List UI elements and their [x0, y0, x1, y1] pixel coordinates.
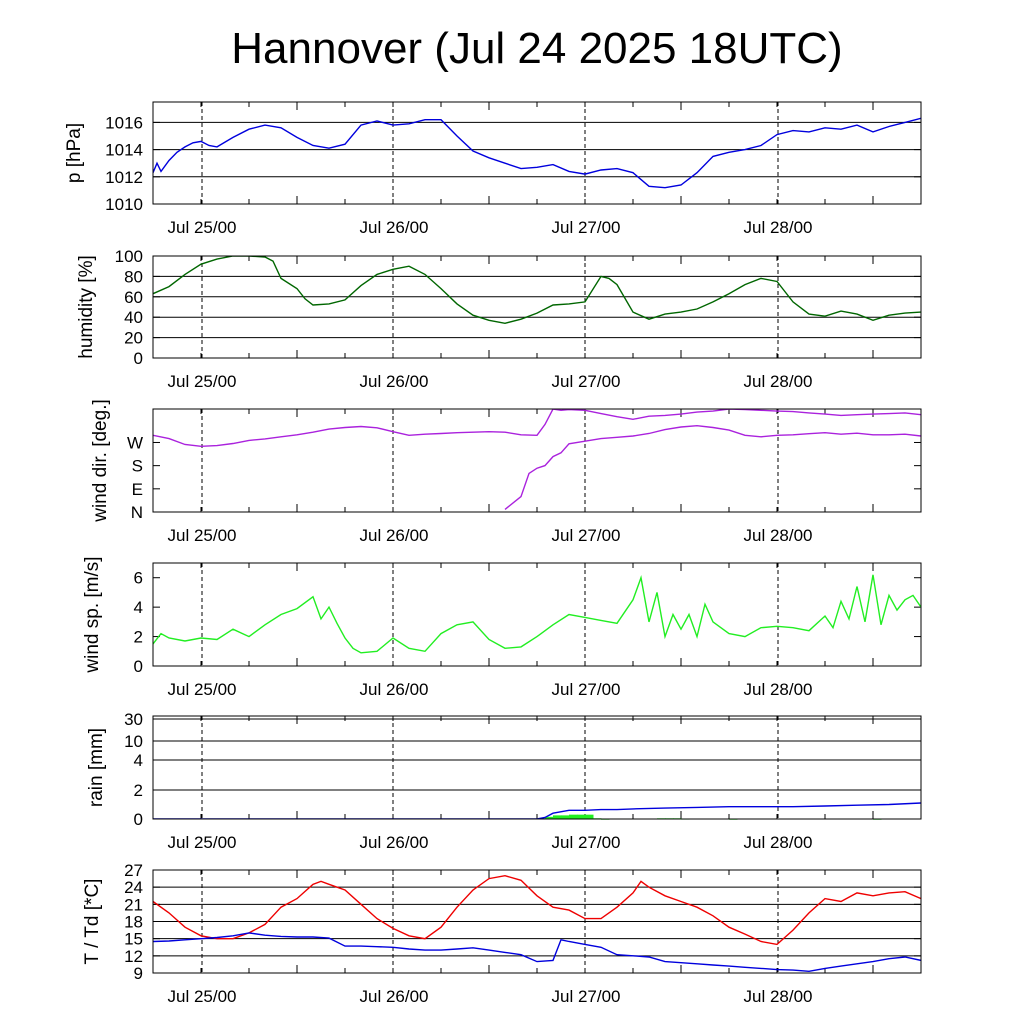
series-line-1: [504, 424, 921, 510]
y-tick-label: 20: [124, 329, 143, 348]
x-tick-label: Jul 28/00: [744, 218, 813, 237]
x-tick-label: Jul 28/00: [744, 833, 813, 852]
rain-bar: [553, 815, 562, 819]
y-tick-label: 1016: [105, 113, 143, 132]
y-axis-label: T / Td [*C]: [82, 879, 103, 965]
y-tick-label: 2: [134, 628, 143, 647]
panel-0: 1010 1012 1014 1016 p [hPa] Jul 25/00 Jul 26/0…: [64, 101, 922, 237]
series-line-1: [153, 932, 921, 973]
x-tick-label: Jul 26/00: [360, 833, 429, 852]
series-line-0: [153, 802, 921, 819]
x-tick-label: Jul 28/00: [744, 680, 813, 699]
series-line-0: [153, 117, 921, 189]
y-tick-label: 15: [124, 930, 143, 949]
x-tick-label: Jul 25/00: [168, 218, 237, 237]
x-tick-label: Jul 28/00: [744, 526, 813, 545]
y-tick-label: 27: [124, 861, 143, 880]
chart-title: Hannover (Jul 24 2025 18UTC): [231, 24, 843, 73]
rain-bar: [585, 814, 594, 819]
y-tick-label: 60: [124, 288, 143, 307]
x-tick-label: Jul 25/00: [168, 372, 237, 391]
y-tick-label: 4: [134, 751, 143, 770]
rain-bar: [569, 814, 578, 819]
rain-bar: [545, 816, 554, 819]
y-tick-label: 100: [115, 247, 143, 266]
x-tick-label: Jul 25/00: [168, 526, 237, 545]
y-tick-label: E: [132, 480, 143, 499]
y-tick-label: S: [132, 457, 143, 476]
x-tick-label: Jul 27/00: [552, 218, 621, 237]
y-tick-label: 1010: [105, 195, 143, 214]
series-line-0: [153, 256, 921, 325]
y-tick-label: 4: [134, 598, 143, 617]
x-tick-label: Jul 26/00: [360, 987, 429, 1006]
y-tick-label: 6: [134, 569, 143, 588]
panel-frame: [152, 101, 922, 205]
y-tick-label: 40: [124, 308, 143, 327]
x-tick-label: Jul 26/00: [360, 526, 429, 545]
y-tick-label: 24: [124, 878, 143, 897]
y-tick-label: 1012: [105, 168, 143, 187]
y-tick-label: 10: [124, 732, 143, 751]
panel-frame: [152, 869, 922, 974]
panel-frame: [152, 408, 922, 513]
x-tick-label: Jul 28/00: [744, 987, 813, 1006]
x-tick-label: Jul 27/00: [552, 372, 621, 391]
y-tick-label: W: [127, 433, 143, 452]
x-tick-label: Jul 27/00: [552, 987, 621, 1006]
y-tick-label: 12: [124, 947, 143, 966]
y-axis-label: wind dir. [deg.]: [90, 399, 111, 523]
x-tick-label: Jul 26/00: [360, 218, 429, 237]
rain-bar: [577, 814, 586, 819]
y-tick-label: 0: [134, 810, 143, 829]
y-tick-label: 2: [134, 781, 143, 800]
series-line-0: [153, 874, 921, 946]
y-tick-label: 0: [134, 657, 143, 676]
y-tick-label: 1014: [105, 141, 143, 160]
x-tick-label: Jul 27/00: [552, 680, 621, 699]
panel-4: 0 2 410 30 rain [mm] Jul 25/00 Jul 26/00 Jul 27…: [86, 710, 922, 852]
x-tick-label: Jul 25/00: [168, 987, 237, 1006]
y-tick-label: 30: [124, 710, 143, 729]
y-axis-label: p [hPa]: [64, 123, 85, 183]
x-tick-label: Jul 27/00: [552, 526, 621, 545]
x-tick-label: Jul 26/00: [360, 680, 429, 699]
rain-bar: [561, 815, 570, 819]
panel-frame: [152, 562, 922, 667]
y-tick-label: 0: [134, 349, 143, 368]
y-tick-label: 9: [134, 964, 143, 983]
y-tick-label: N: [131, 503, 143, 522]
series-line-0: [153, 574, 921, 654]
x-tick-label: Jul 26/00: [360, 372, 429, 391]
y-axis-label: humidity [%]: [76, 255, 97, 358]
series-line-0: [153, 409, 921, 448]
y-tick-label: 80: [124, 267, 143, 286]
panel-3: 0 2 4 6 wind sp. [m/s] Jul 25/00 Jul 26/00 Jul …: [82, 556, 922, 699]
y-tick-label: 18: [124, 913, 143, 932]
y-axis-label: rain [mm]: [86, 728, 107, 807]
panel-frame: [152, 255, 922, 359]
x-tick-label: Jul 27/00: [552, 833, 621, 852]
x-tick-label: Jul 25/00: [168, 833, 237, 852]
x-tick-label: Jul 25/00: [168, 680, 237, 699]
y-axis-label: wind sp. [m/s]: [82, 556, 103, 673]
panel-frame: [152, 715, 922, 820]
x-tick-label: Jul 28/00: [744, 372, 813, 391]
y-tick-label: 21: [124, 895, 143, 914]
